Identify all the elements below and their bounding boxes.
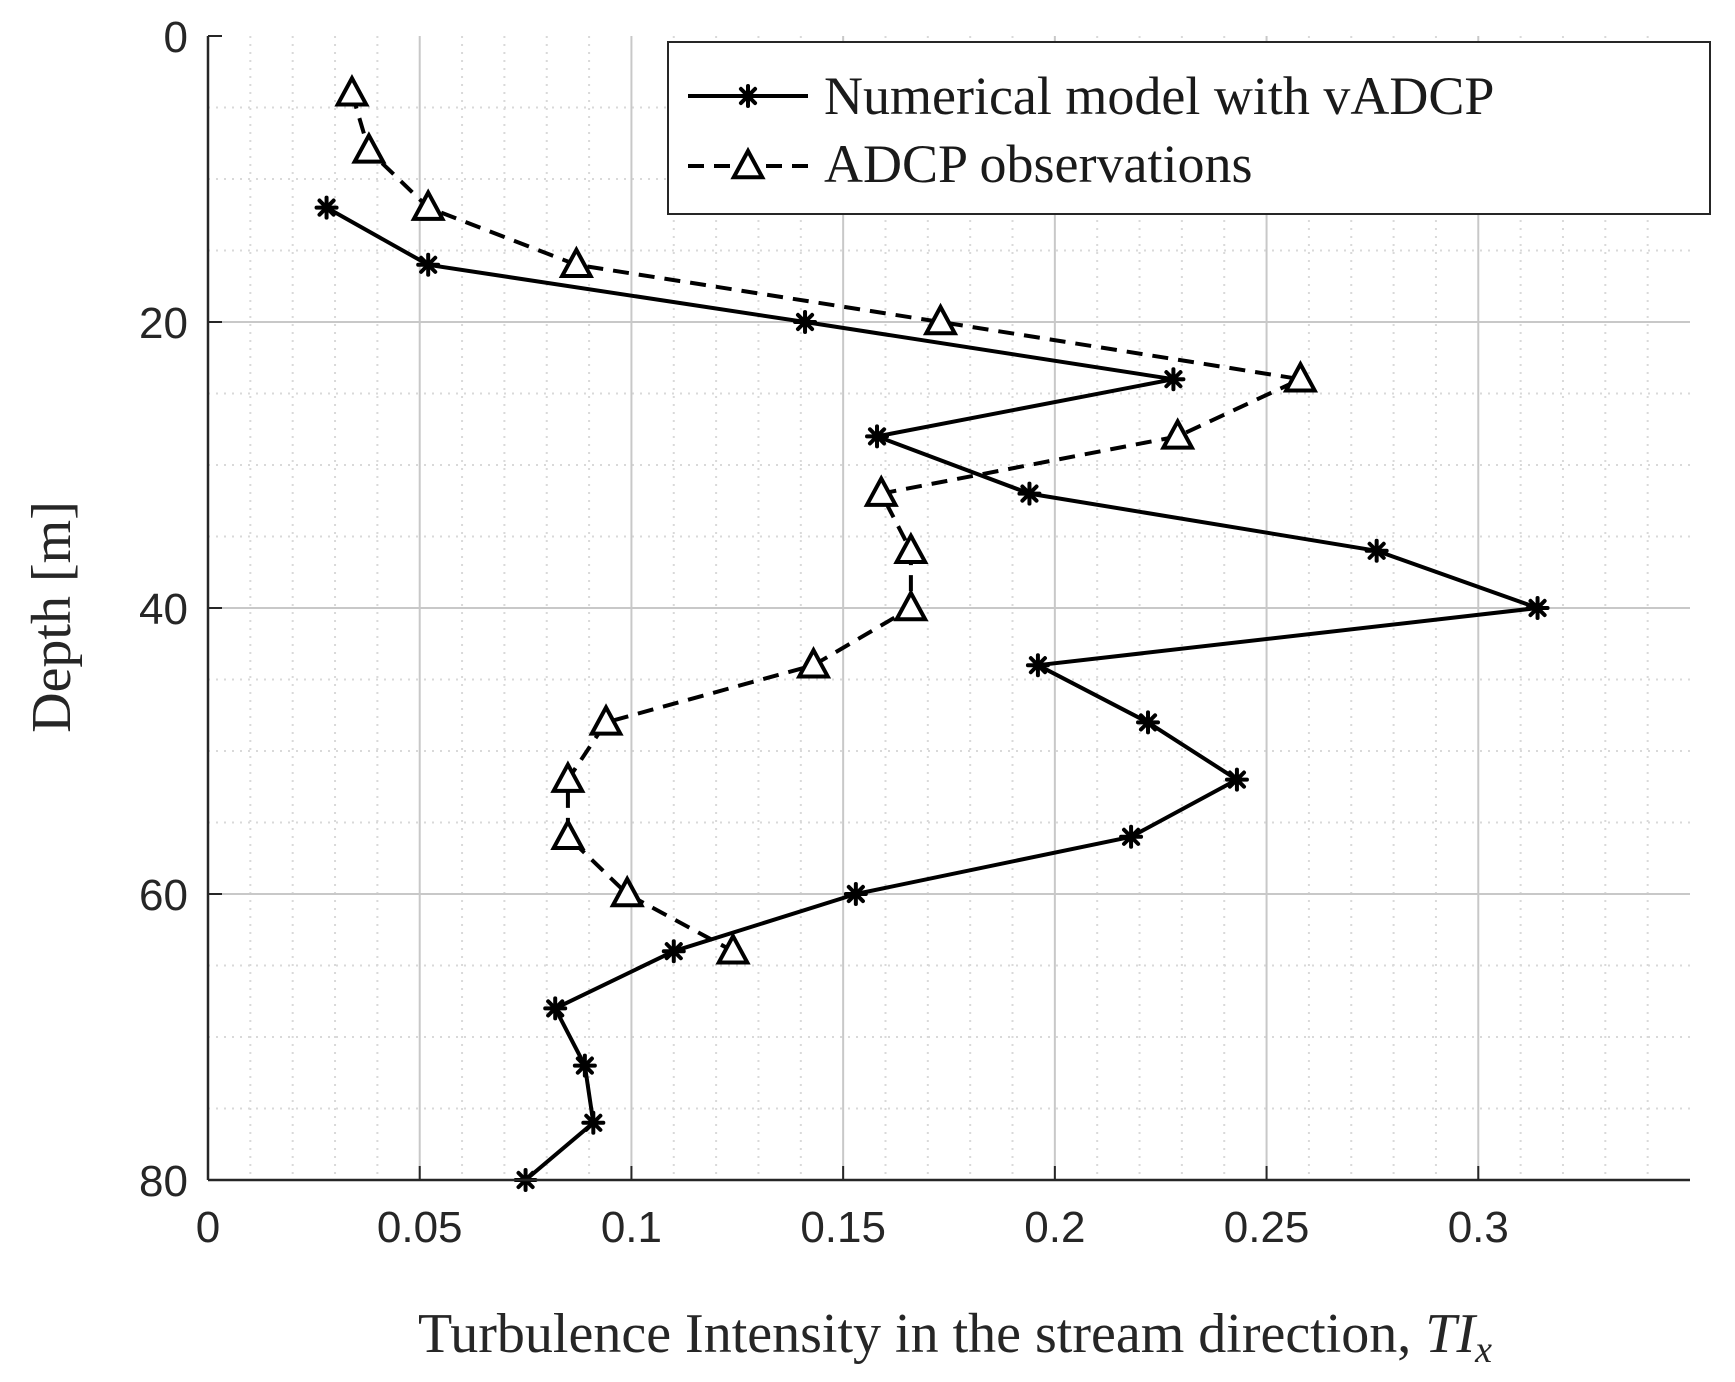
data-point-numerical-model <box>1364 538 1389 563</box>
x-axis-label: Turbulence Intensity in the stream direc… <box>418 1303 1492 1371</box>
legend-box <box>667 41 1711 215</box>
data-point-adcp-observations <box>550 817 586 851</box>
x-axis-label-math: TI <box>1425 1303 1477 1365</box>
x-tick-label: 0 <box>196 1203 220 1252</box>
minor-grid <box>208 36 1690 1180</box>
y-tick-label: 60 <box>139 871 188 920</box>
data-point-adcp-observations <box>893 531 929 565</box>
data-point-numerical-model <box>1119 824 1144 849</box>
data-point-numerical-model <box>314 195 339 220</box>
data-point-adcp-observations <box>863 474 899 507</box>
asterisk-stroke <box>846 884 865 904</box>
data-point-adcp-observations <box>609 874 645 908</box>
y-tick-label: 80 <box>139 1157 188 1206</box>
asterisk-stroke <box>317 198 336 217</box>
data-point-adcp-observations <box>588 703 624 736</box>
data-point-adcp-observations <box>893 588 929 622</box>
data-point-numerical-model <box>1136 710 1161 735</box>
asterisk-stroke <box>1164 370 1183 389</box>
asterisk-stroke <box>795 312 815 332</box>
data-point-adcp-observations <box>334 74 370 107</box>
asterisk-stroke <box>1227 770 1247 789</box>
y-tick-label: 0 <box>164 13 188 62</box>
data-point-numerical-model <box>1161 367 1186 392</box>
asterisk-stroke <box>867 427 887 446</box>
legend-entry-numerical-model: Numerical model with vADCP <box>688 66 1494 126</box>
asterisk-stroke <box>575 1056 594 1075</box>
data-point-adcp-observations <box>550 760 586 793</box>
data-point-adcp-observations <box>558 245 594 279</box>
data-point-adcp-observations <box>715 932 751 965</box>
data-point-adcp-observations <box>795 646 832 679</box>
data-point-numerical-model <box>1025 653 1050 678</box>
asterisk-stroke <box>738 86 758 106</box>
data-point-numerical-model <box>865 424 890 449</box>
x-tick-label: 0.25 <box>1224 1203 1310 1252</box>
legend-asterisk <box>736 84 760 108</box>
asterisk-stroke <box>1367 541 1386 560</box>
asterisk-stroke <box>584 1113 603 1132</box>
data-point-adcp-observations <box>410 188 446 221</box>
legend-triangle <box>730 146 766 180</box>
x-axis-label-subscript: x <box>1474 1329 1492 1371</box>
series-line-numerical-model <box>325 205 1540 1182</box>
legend: Numerical model with vADCP ADCP observat… <box>667 41 1711 215</box>
asterisk-stroke <box>1028 656 1047 675</box>
asterisk-stroke <box>1138 713 1158 732</box>
data-point-numerical-model <box>416 252 441 277</box>
data-point-adcp-observations <box>1160 417 1196 450</box>
legend-label-numerical-model: Numerical model with vADCP <box>824 66 1494 126</box>
asterisk-stroke <box>664 942 683 961</box>
data-point-numerical-model <box>1525 596 1550 620</box>
y-tick-label: 20 <box>139 299 188 348</box>
series-line-adcp-observations <box>350 92 1303 953</box>
x-tick-label: 0.3 <box>1448 1203 1509 1252</box>
legend-label-adcp-observations: ADCP observations <box>824 134 1253 194</box>
tick-labels: 0 0.05 0.1 0.15 0.2 0.25 0.3 0 20 40 60 80 <box>139 13 1509 1252</box>
y-tick-label: 40 <box>139 585 188 634</box>
data-point-adcp-observations <box>351 131 387 164</box>
data-point-numerical-model <box>543 996 568 1021</box>
data-point-numerical-model <box>581 1110 606 1135</box>
legend-marker-asterisk <box>736 84 760 108</box>
major-grid <box>208 36 1690 1180</box>
x-tick-label: 0.15 <box>800 1203 886 1252</box>
data-point-numerical-model <box>661 939 686 964</box>
data-point-numerical-model <box>843 882 868 906</box>
data-point-numerical-model <box>572 1053 597 1078</box>
data-point-adcp-observations <box>922 302 959 336</box>
x-tick-label: 0.1 <box>601 1203 662 1252</box>
asterisk-stroke <box>1122 827 1141 846</box>
asterisk-stroke <box>1528 598 1547 618</box>
legend-marker-triangle <box>730 146 766 180</box>
legend-entry-adcp-observations: ADCP observations <box>688 134 1253 194</box>
data-point-numerical-model <box>793 310 818 334</box>
data-point-numerical-model <box>1017 481 1042 506</box>
y-axis-label: Depth [m] <box>21 501 83 733</box>
axes <box>206 35 1690 1182</box>
asterisk-stroke <box>419 255 438 274</box>
x-tick-label: 0.05 <box>377 1203 463 1252</box>
data-point-numerical-model <box>1224 767 1249 792</box>
x-axis-label-text: Turbulence Intensity in the stream direc… <box>418 1303 1425 1365</box>
data-point-adcp-observations <box>1282 360 1319 393</box>
asterisk-stroke <box>1020 484 1039 503</box>
x-tick-label: 0.2 <box>1024 1203 1085 1252</box>
series-layer <box>314 74 1550 1192</box>
asterisk-stroke <box>546 999 565 1018</box>
